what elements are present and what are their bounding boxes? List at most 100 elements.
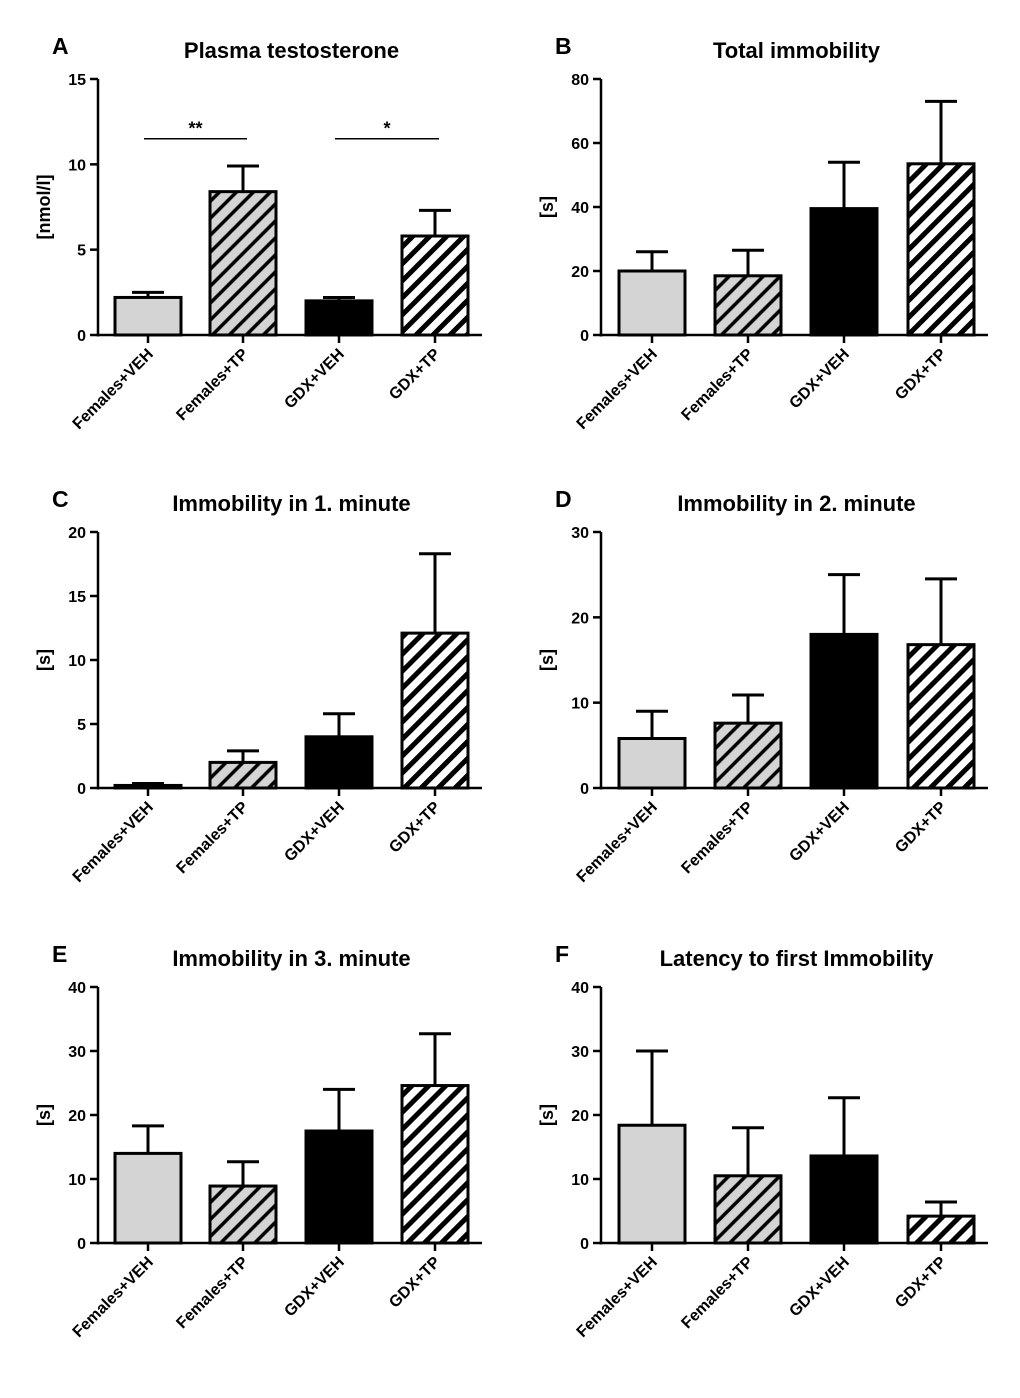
- y-tick-label: 10: [571, 1172, 589, 1189]
- bar-gdx-veh: [304, 735, 374, 790]
- y-tick-label: 15: [68, 589, 86, 606]
- panel-c: C Immobility in 1. minute [s] 0 5 10 15 20 Femal…: [34, 486, 482, 886]
- y-tick-label: 0: [77, 781, 86, 798]
- y-tick-label: 15: [68, 72, 86, 89]
- x-tick-label: Females+VEH: [574, 799, 661, 886]
- bar-gdx-tp: [400, 1084, 470, 1245]
- y-tick-label: 30: [571, 1044, 589, 1061]
- y-axis-label: [s]: [34, 1104, 54, 1126]
- y-tick-label: 0: [580, 781, 589, 798]
- x-tick-label: GDX+TP: [386, 1254, 444, 1312]
- bar-females-tp: [208, 190, 278, 337]
- y-tick-label: 0: [580, 1236, 589, 1253]
- x-tick-label: Females+TP: [173, 1254, 252, 1333]
- bar-females-veh: [617, 1123, 687, 1245]
- x-tick-label: GDX+VEH: [281, 346, 347, 412]
- y-axis-label: [s]: [537, 649, 557, 671]
- x-tick-label: Females+VEH: [70, 1254, 157, 1341]
- panel-letter: E: [52, 941, 67, 967]
- bar-females-tp: [713, 1174, 783, 1245]
- bar-females-veh: [617, 269, 687, 337]
- panel-letter: B: [555, 33, 572, 59]
- y-tick-label: 10: [571, 696, 589, 713]
- panel-letter: F: [555, 941, 569, 967]
- panel-f: F Latency to first Immobility [s] 0 10 20 30 40…: [537, 941, 988, 1341]
- chart-title: Total immobility: [713, 38, 881, 63]
- significance-marker: **: [188, 119, 202, 139]
- bar-gdx-tp: [906, 162, 976, 337]
- panel-letter: D: [555, 486, 572, 512]
- y-tick-label: 60: [571, 136, 589, 153]
- x-tick-label: GDX+TP: [892, 346, 950, 404]
- bar-gdx-tp: [906, 1214, 976, 1245]
- y-axis-label: [s]: [537, 1104, 557, 1126]
- y-tick-label: 20: [571, 1108, 589, 1125]
- y-tick-label: 30: [571, 525, 589, 542]
- x-tick-label: GDX+TP: [386, 346, 444, 404]
- bar-gdx-tp: [906, 643, 976, 790]
- bar-females-tp: [713, 721, 783, 790]
- x-tick-label: GDX+TP: [386, 799, 444, 857]
- bar-females-tp: [208, 760, 278, 790]
- y-tick-label: 30: [68, 1044, 86, 1061]
- panel-e: E Immobility in 3. minute [s] 0 10 20 30 40 Fema…: [34, 941, 482, 1341]
- x-tick-label: Females+TP: [678, 799, 757, 878]
- bar-gdx-veh: [809, 1154, 879, 1245]
- y-tick-label: 20: [571, 264, 589, 281]
- y-axis-label: [s]: [537, 196, 557, 218]
- x-tick-label: Females+TP: [173, 799, 252, 878]
- bar-females-veh: [617, 737, 687, 790]
- y-tick-label: 0: [580, 328, 589, 345]
- y-tick-label: 20: [68, 525, 86, 542]
- y-tick-label: 0: [77, 328, 86, 345]
- chart-title: Immobility in 2. minute: [677, 491, 915, 516]
- bar-gdx-veh: [304, 299, 374, 337]
- y-tick-label: 40: [571, 200, 589, 217]
- bar-females-tp: [208, 1184, 278, 1245]
- x-tick-label: Females+VEH: [70, 799, 157, 886]
- x-tick-label: Females+VEH: [70, 346, 157, 433]
- x-tick-label: GDX+VEH: [786, 1254, 852, 1320]
- panel-letter: A: [52, 33, 69, 59]
- chart-title: Immobility in 1. minute: [172, 491, 410, 516]
- y-tick-label: 40: [68, 980, 86, 997]
- y-tick-label: 80: [571, 72, 589, 89]
- y-axis-label: [nmol/l]: [34, 175, 54, 240]
- x-tick-label: GDX+VEH: [786, 799, 852, 865]
- y-tick-label: 0: [77, 1236, 86, 1253]
- y-tick-label: 5: [77, 243, 86, 260]
- x-tick-label: GDX+VEH: [281, 799, 347, 865]
- panel-d: D Immobility in 2. minute [s] 0 10 20 30 Female…: [537, 486, 988, 886]
- bar-gdx-tp: [400, 234, 470, 337]
- bar-females-veh: [113, 295, 183, 337]
- x-tick-label: GDX+VEH: [281, 1254, 347, 1320]
- y-tick-label: 10: [68, 1172, 86, 1189]
- y-tick-label: 5: [77, 717, 86, 734]
- y-tick-label: 20: [68, 1108, 86, 1125]
- x-tick-label: GDX+TP: [892, 1254, 950, 1312]
- x-tick-label: Females+TP: [678, 346, 757, 425]
- bar-gdx-veh: [809, 632, 879, 790]
- y-tick-label: 10: [68, 157, 86, 174]
- panel-a: A Plasma testosterone [nmol/l] 0 5 10 15 Female…: [34, 33, 482, 433]
- y-tick-label: 40: [571, 980, 589, 997]
- x-tick-label: GDX+VEH: [786, 346, 852, 412]
- bar-gdx-tp: [400, 631, 470, 790]
- y-axis-label: [s]: [34, 649, 54, 671]
- y-tick-label: 10: [68, 653, 86, 670]
- x-tick-label: Females+TP: [173, 346, 252, 425]
- bar-females-veh: [113, 1151, 183, 1245]
- bar-females-tp: [713, 274, 783, 337]
- panel-b: B Total immobility [s] 0 20 40 60 80 Females+VEH…: [537, 33, 988, 433]
- bar-gdx-veh: [809, 207, 879, 337]
- y-tick-label: 20: [571, 610, 589, 627]
- x-tick-label: Females+VEH: [574, 1254, 661, 1341]
- x-tick-label: Females+TP: [678, 1254, 757, 1333]
- chart-title: Immobility in 3. minute: [172, 946, 410, 971]
- x-tick-label: GDX+TP: [892, 799, 950, 857]
- significance-marker: *: [383, 119, 390, 139]
- chart-title: Plasma testosterone: [184, 38, 399, 63]
- chart-title: Latency to first Immobility: [660, 946, 935, 971]
- x-tick-label: Females+VEH: [574, 346, 661, 433]
